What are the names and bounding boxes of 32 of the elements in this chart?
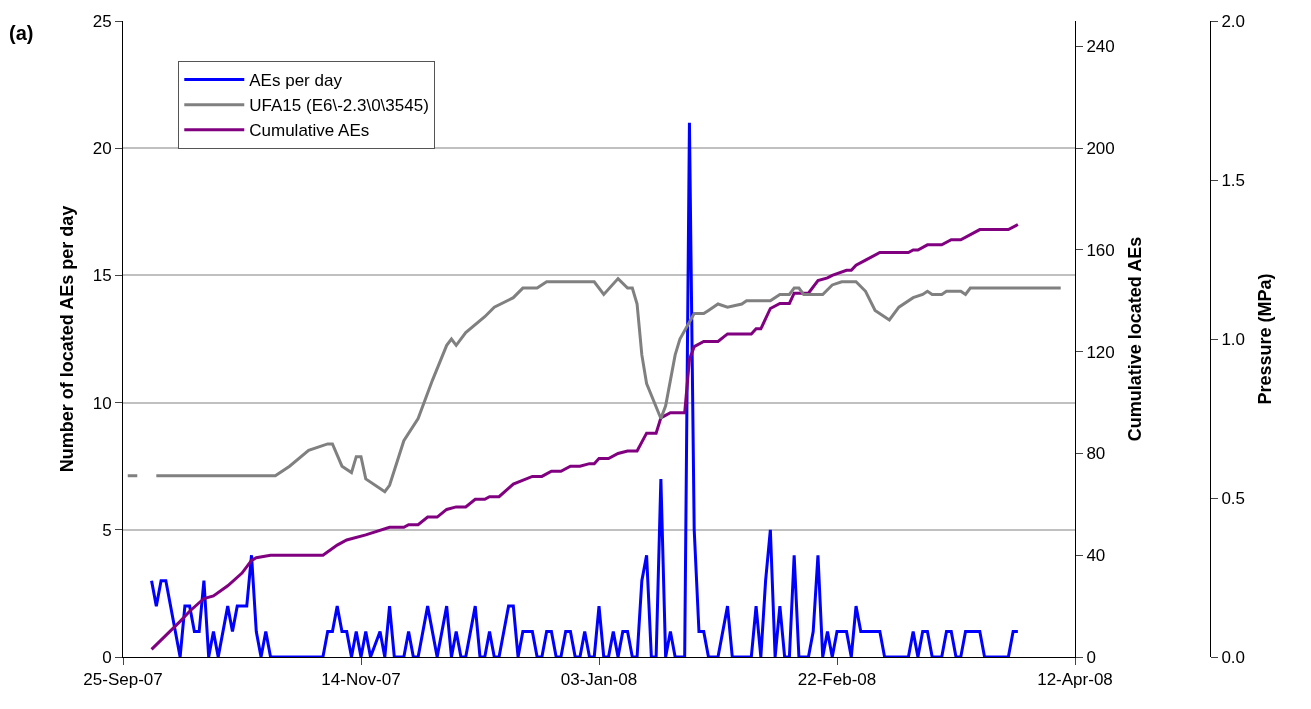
y3-tick-label: 0.0 [1221,647,1246,667]
line-series [150,121,1020,657]
x-tick-label: 22-Feb-08 [797,670,877,690]
y2-tick-label: 160 [1086,240,1115,260]
y2-tick-label: 0 [1086,647,1096,667]
y-tick-label: 20 [92,139,112,159]
y-tick-label: 25 [92,11,112,31]
x-tick-label: 25-Sep-07 [83,670,163,690]
y3-axis-title: Pressure (MPa) [1255,273,1276,405]
y3-tick-label: 1.5 [1221,170,1246,190]
y-tick-label: 15 [92,266,112,286]
y2-tick-label: 120 [1086,342,1115,362]
y3-tick-label: 0.5 [1221,488,1246,508]
legend-label: UFA15 (E6\-2.3\0\3545) [249,96,429,116]
text: (a) [9,22,34,44]
y-axis-title: Number of located AEs per day [56,205,77,473]
y2-tick-label: 40 [1086,546,1106,566]
y2-tick-label: 240 [1086,37,1115,57]
legend-label: AEs per day [249,71,343,91]
line-series [150,223,1020,651]
y3-tick-label: 1.0 [1221,329,1246,349]
y-tick-label: 5 [102,520,112,540]
y-tick-label: 0 [102,647,112,667]
y2-tick-label: 200 [1086,139,1115,159]
y3-tick-label: 2.0 [1221,11,1246,31]
y2-axis-title: Cumulative located AEs [1124,236,1145,442]
x-tick-label: 14-Nov-07 [321,670,401,690]
y2-tick-label: 80 [1086,444,1106,464]
x-tick-label: 03-Jan-08 [560,670,638,690]
y-tick-label: 10 [92,393,112,413]
x-tick-label: 12-Apr-08 [1037,670,1113,690]
legend-label: Cumulative AEs [249,121,370,141]
